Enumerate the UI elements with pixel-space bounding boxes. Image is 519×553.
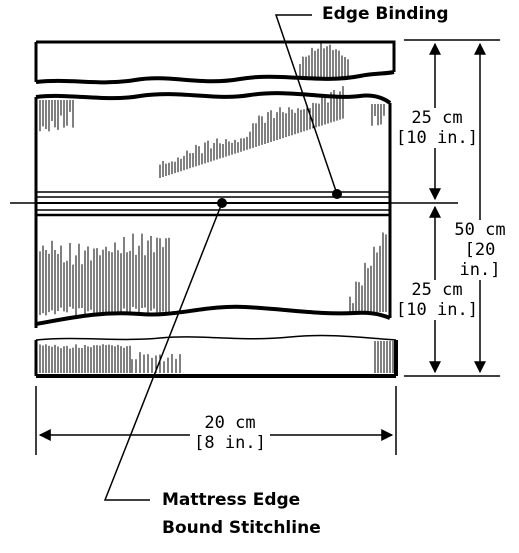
width-dimension-metric: 20 cm bbox=[204, 413, 256, 433]
bottom-fragment-hatching bbox=[39, 341, 394, 373]
bottom-fragment bbox=[34, 334, 398, 378]
width-dimension-imperial: [8 in.] bbox=[194, 433, 266, 453]
main-panel-hatching bbox=[39, 86, 387, 316]
edge-binding-label: Edge Binding bbox=[322, 4, 449, 24]
lower-dimension-label: 25 cm [10 in.] bbox=[396, 280, 478, 320]
width-dimension-label: 20 cm [8 in.] bbox=[190, 413, 270, 453]
main-panel bbox=[34, 91, 392, 328]
top-fragment bbox=[34, 40, 396, 85]
edge-binding-leader bbox=[274, 14, 338, 195]
total-dimension-metric: 50 cm bbox=[454, 220, 506, 240]
lower-dimension-imperial: [10 in.] bbox=[396, 300, 478, 320]
mattress-edge-label: Mattress Edge bbox=[162, 490, 301, 510]
top-fragment-hatching bbox=[299, 43, 349, 78]
upper-dimension-label: 25 cm [10 in.] bbox=[396, 108, 478, 148]
total-dimension-label: 50 cm [20 in.] bbox=[442, 220, 518, 280]
stitchline-leader bbox=[103, 202, 223, 501]
upper-dimension-imperial: [10 in.] bbox=[396, 128, 478, 148]
seam-lines bbox=[36, 191, 390, 217]
total-dimension-imperial: [20 in.] bbox=[459, 240, 501, 280]
stitchline-label: Bound Stitchline bbox=[162, 518, 321, 538]
lower-dimension-metric: 25 cm bbox=[411, 280, 463, 300]
upper-dimension-metric: 25 cm bbox=[411, 108, 463, 128]
